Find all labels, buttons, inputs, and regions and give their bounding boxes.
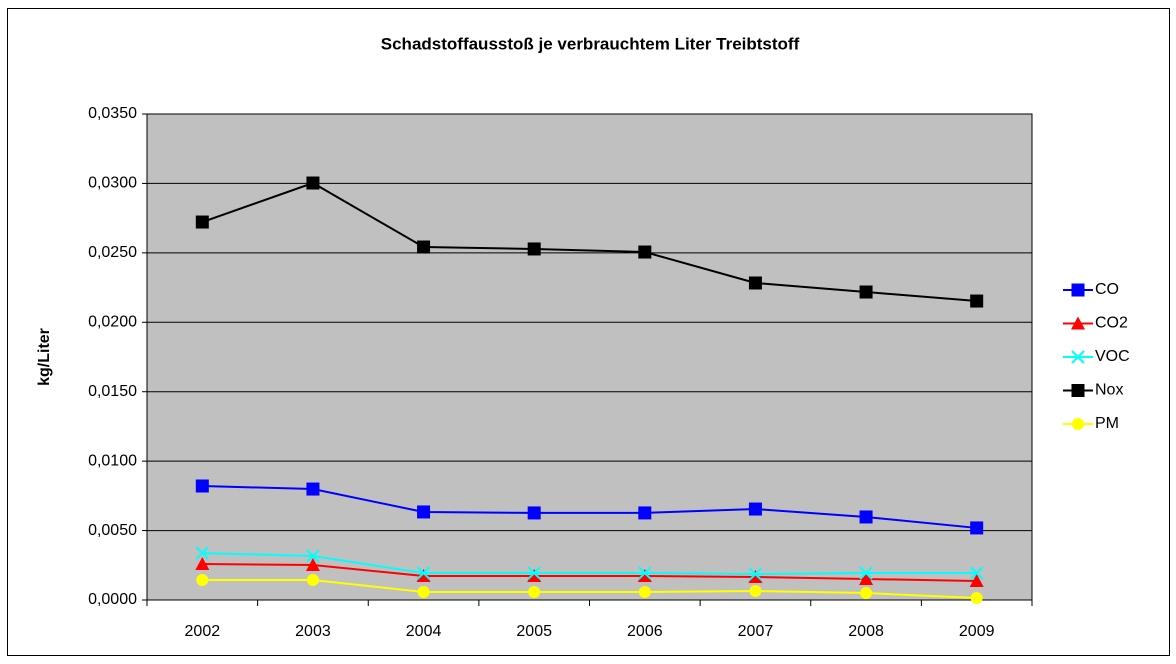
marker — [306, 574, 319, 587]
y-tick-label: 0,0250 — [88, 244, 137, 261]
series-line — [201, 181, 977, 303]
y-tick-label: 0,0100 — [88, 452, 137, 469]
y-tick-label: 0,0150 — [88, 383, 137, 400]
marker — [416, 566, 431, 580]
legend-marker — [1071, 350, 1085, 364]
marker — [859, 285, 873, 299]
series-line — [202, 484, 977, 529]
marker — [638, 245, 652, 259]
marker — [416, 568, 431, 582]
marker — [195, 546, 210, 560]
marker — [305, 558, 320, 572]
legend-marker — [1071, 384, 1085, 397]
legend-marker — [1071, 283, 1085, 297]
marker — [527, 242, 541, 256]
series-line — [202, 563, 977, 582]
legend-label: VOC — [1095, 348, 1130, 365]
y-tick-label: 0,0200 — [88, 314, 137, 331]
marker — [638, 585, 651, 598]
marker — [748, 569, 763, 583]
marker — [859, 566, 873, 580]
x-tick-label: 2008 — [848, 623, 884, 640]
marker — [748, 502, 762, 516]
marker — [528, 585, 541, 598]
x-tick-label: 2003 — [295, 623, 331, 640]
series-line — [202, 552, 977, 576]
marker — [860, 587, 873, 600]
marker — [970, 592, 983, 605]
legend-label: Nox — [1095, 382, 1123, 399]
marker — [970, 521, 984, 535]
marker — [306, 176, 320, 190]
marker — [195, 557, 210, 571]
legend-marker — [1071, 316, 1085, 330]
marker — [417, 240, 431, 254]
marker — [859, 510, 873, 524]
legend-label: PM — [1095, 415, 1119, 432]
marker — [195, 479, 209, 493]
x-tick-label: 2009 — [959, 623, 995, 640]
legend-label: CO — [1095, 281, 1119, 298]
y-tick-label: 0,0000 — [88, 591, 137, 608]
legend-marker — [1072, 418, 1084, 430]
marker — [195, 215, 209, 229]
marker — [970, 294, 984, 308]
plot-area — [146, 113, 1033, 601]
marker — [417, 505, 431, 519]
marker — [527, 568, 542, 582]
marker — [637, 568, 652, 582]
marker — [306, 549, 320, 563]
x-tick-label: 2007 — [738, 623, 774, 640]
marker — [859, 572, 874, 586]
marker — [196, 574, 209, 587]
y-tick-label: 0,0350 — [88, 105, 137, 122]
marker — [749, 584, 762, 597]
marker — [527, 506, 541, 520]
series-line — [202, 579, 977, 600]
x-tick-label: 2005 — [516, 623, 552, 640]
marker — [969, 566, 984, 580]
y-tick-label: 0,0300 — [88, 175, 137, 192]
legend-label: CO2 — [1095, 315, 1128, 332]
y-axis-label: kg/Liter — [36, 328, 53, 386]
marker — [306, 482, 320, 496]
marker — [638, 506, 652, 520]
marker — [638, 566, 652, 580]
marker — [527, 566, 541, 580]
marker — [748, 567, 763, 581]
y-tick-label: 0,0050 — [88, 522, 137, 539]
marker — [748, 276, 762, 290]
x-tick-label: 2004 — [406, 623, 442, 640]
marker — [969, 573, 984, 587]
chart-title: Schadstoffausstoß je verbrauchtem Liter … — [381, 34, 800, 53]
x-tick-label: 2002 — [185, 623, 221, 640]
marker — [417, 585, 430, 598]
x-tick-label: 2006 — [627, 623, 663, 640]
